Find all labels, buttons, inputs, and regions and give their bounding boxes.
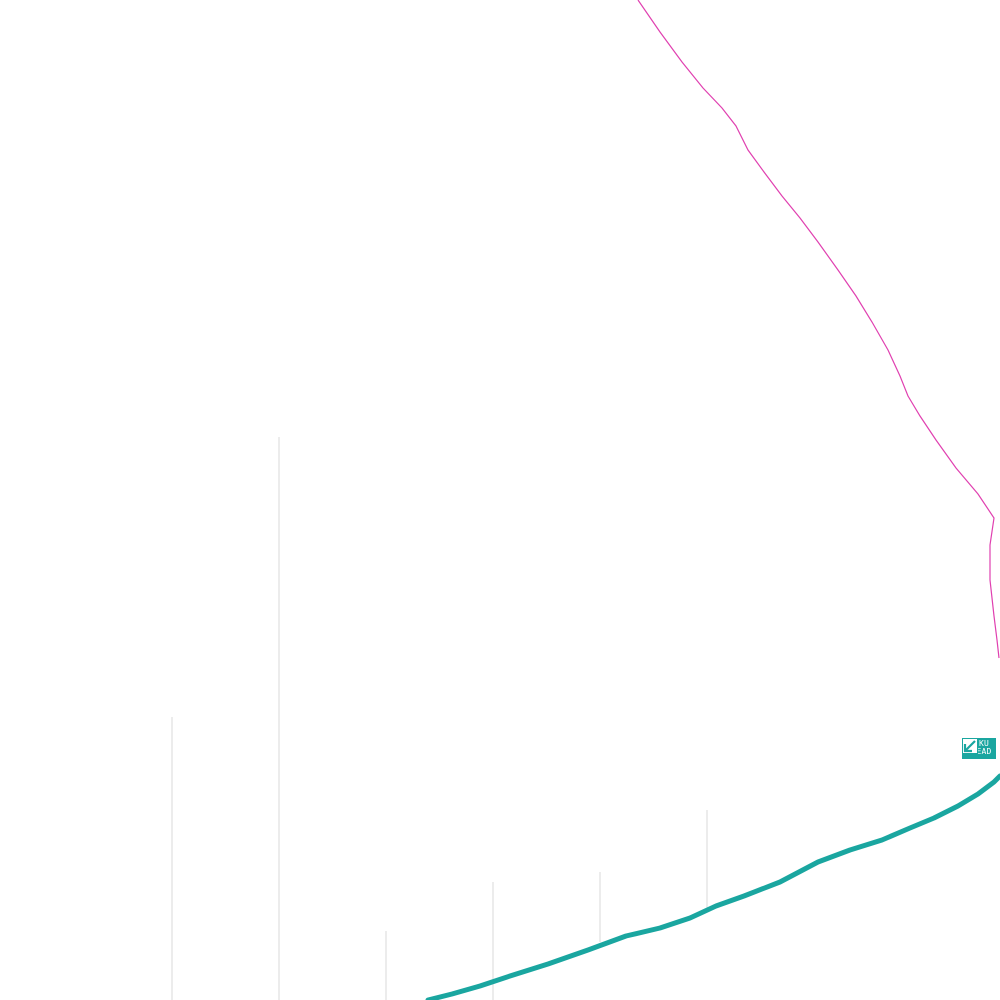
marker-label-line2: AHEAD — [966, 747, 992, 756]
route-line — [425, 773, 1000, 1000]
boundary-line — [637, 0, 1000, 659]
marker-label-line1: MIKU — [968, 739, 990, 748]
arrow-down-left-icon — [962, 738, 994, 778]
miku-ahead-marker[interactable]: MIKU AHEAD — [962, 738, 996, 778]
